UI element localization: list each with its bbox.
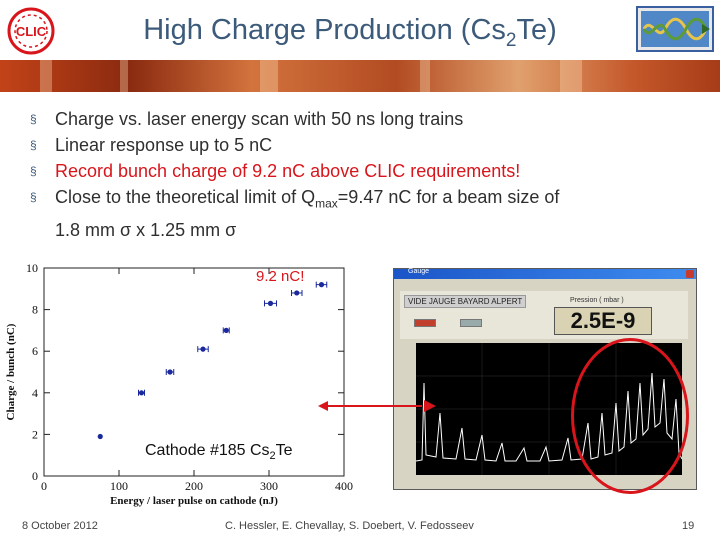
- bullet-text: Linear response up to 5 nC: [55, 135, 273, 155]
- x-tick-label: 100: [110, 479, 128, 493]
- gauge-panel: VIDE JAUGE BAYARD ALPERT Pression ( mbar…: [400, 291, 688, 339]
- x-tick-label: 300: [260, 479, 278, 493]
- footer-authors: C. Hessler, E. Chevallay, S. Doebert, V.…: [225, 520, 474, 532]
- cathode-label-main: Cathode #185 Cs: [145, 442, 270, 459]
- data-point: [200, 346, 206, 352]
- bullet-marker: §: [30, 164, 37, 178]
- bullet-item: § Charge vs. laser energy scan with 50 ns…: [30, 106, 690, 132]
- title-subscript: 2: [505, 29, 517, 51]
- bullet-item: § Linear response up to 5 nC: [30, 132, 690, 158]
- bullet-list: § Charge vs. laser energy scan with 50 ns…: [30, 106, 690, 243]
- gauge-label: VIDE JAUGE BAYARD ALPERT: [404, 295, 527, 308]
- data-point: [97, 433, 103, 440]
- window-titlebar: Gauge: [394, 268, 696, 279]
- y-tick-label: 10: [26, 261, 38, 275]
- x-tick-label: 0: [41, 479, 47, 493]
- bullet-text-b: =9.47 nC for a beam size of: [337, 187, 560, 207]
- x-tick-label: 200: [185, 479, 203, 493]
- data-point: [318, 282, 325, 288]
- accelerator-logo-icon: [636, 6, 714, 52]
- data-point: [223, 327, 229, 333]
- y-tick-label: 0: [32, 469, 38, 483]
- page-number: 19: [682, 520, 695, 532]
- record-annotation: 9.2 nC!: [256, 268, 305, 285]
- y-axis-label: Charge / bunch (nC): [5, 323, 17, 420]
- cathode-label-end: Te: [275, 442, 293, 459]
- charge-chart: 0 100 200 300 400 0 2 4 6 8 10 Energy / laser pulse…: [0, 258, 360, 508]
- chart-svg: 0 100 200 300 400 0 2 4 6 8 10 Energy / laser pulse…: [5, 261, 353, 507]
- highlight-circle: [571, 338, 689, 494]
- cathode-label-sub: 2: [269, 450, 276, 463]
- clic-logo-icon: CLIC: [7, 7, 55, 55]
- gauge-toggle-button[interactable]: [414, 319, 436, 327]
- title-main: High Charge Production (Cs: [143, 14, 506, 46]
- bullet-item-highlight: § Record bunch charge of 9.2 nC above CLI…: [30, 158, 690, 184]
- title-end: Te): [516, 14, 557, 46]
- clic-logo-text: CLIC: [16, 24, 47, 39]
- bullet-text: Charge vs. laser energy scan with 50 ns …: [55, 109, 464, 129]
- pointer-arrow-icon: [318, 400, 436, 412]
- bullet-marker: §: [30, 138, 37, 152]
- footer-date: 8 October 2012: [22, 520, 98, 532]
- bullet-text-a: Close to the theoretical limit of Q: [55, 187, 316, 207]
- window-close-icon[interactable]: [686, 270, 694, 278]
- header-banner: [0, 60, 720, 92]
- y-tick-label: 8: [32, 303, 38, 317]
- window-title: Gauge: [408, 268, 430, 275]
- x-axis-label: Energy / laser pulse on cathode (nJ): [110, 495, 278, 507]
- bullet-text-line2: 1.8 mm σ x 1.25 mm σ: [55, 219, 237, 240]
- gauge-mode-button[interactable]: [460, 319, 482, 327]
- data-point: [294, 290, 300, 296]
- pressure-reading: 2.5E-9: [554, 307, 652, 335]
- bullet-text: Record bunch charge of 9.2 nC above CLIC…: [55, 161, 521, 181]
- bullet-subscript: max: [315, 196, 338, 211]
- data-point: [167, 369, 173, 375]
- pressure-caption: Pression ( mbar ): [570, 297, 624, 304]
- cathode-label: Cathode #185 Cs2Te: [145, 442, 293, 462]
- data-point: [138, 390, 145, 396]
- bullet-marker: §: [30, 190, 37, 204]
- bullet-item: § Close to the theoretical limit of Qmax=…: [30, 184, 690, 243]
- data-point: [267, 300, 274, 306]
- page-title: High Charge Production (Cs2Te): [80, 14, 620, 52]
- x-tick-label: 400: [335, 479, 353, 493]
- y-tick-label: 4: [32, 386, 38, 400]
- y-tick-label: 2: [32, 427, 38, 441]
- bullet-marker: §: [30, 112, 37, 126]
- y-tick-label: 6: [32, 344, 38, 358]
